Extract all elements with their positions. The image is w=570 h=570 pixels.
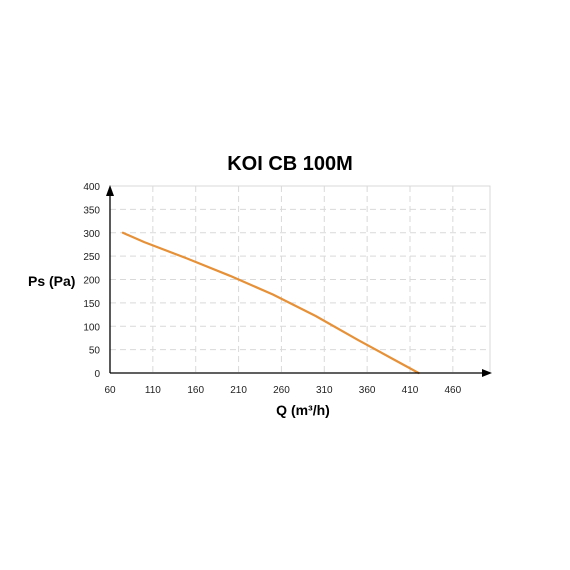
y-tick-label: 200 [83, 276, 100, 287]
x-ticks: 60 110 160 210 260 310 360 410 460 [104, 385, 461, 396]
y-tick-label: 100 [83, 322, 100, 333]
y-tick-label: 50 [89, 346, 101, 357]
y-tick-label: 400 [83, 182, 100, 193]
x-axis-arrow [482, 369, 492, 377]
chart-title: KOI CB 100M [227, 153, 353, 175]
y-axis-label: Ps (Pa) [28, 273, 75, 289]
series-group [121, 231, 420, 375]
y-tick-label: 300 [83, 229, 100, 240]
x-tick-label: 110 [145, 385, 161, 396]
x-tick-label: 160 [187, 385, 204, 396]
y-ticks: 0 50 100 150 200 250 300 350 400 [83, 182, 100, 380]
x-tick-label: 60 [104, 385, 116, 396]
y-tick-label: 0 [94, 369, 100, 380]
x-tick-label: 360 [359, 385, 376, 396]
y-axis-arrow [106, 185, 114, 196]
y-tick-label: 250 [83, 252, 100, 263]
grid [110, 186, 490, 373]
y-tick-label: 350 [83, 205, 100, 216]
y-tick-label: 150 [83, 299, 100, 310]
x-tick-label: 260 [273, 385, 290, 396]
series-line [121, 231, 420, 375]
x-tick-label: 310 [316, 385, 333, 396]
x-axis-label: Q (m³/h) [276, 402, 330, 418]
x-tick-label: 460 [445, 385, 462, 396]
x-tick-label: 210 [230, 385, 247, 396]
x-tick-label: 410 [402, 385, 419, 396]
